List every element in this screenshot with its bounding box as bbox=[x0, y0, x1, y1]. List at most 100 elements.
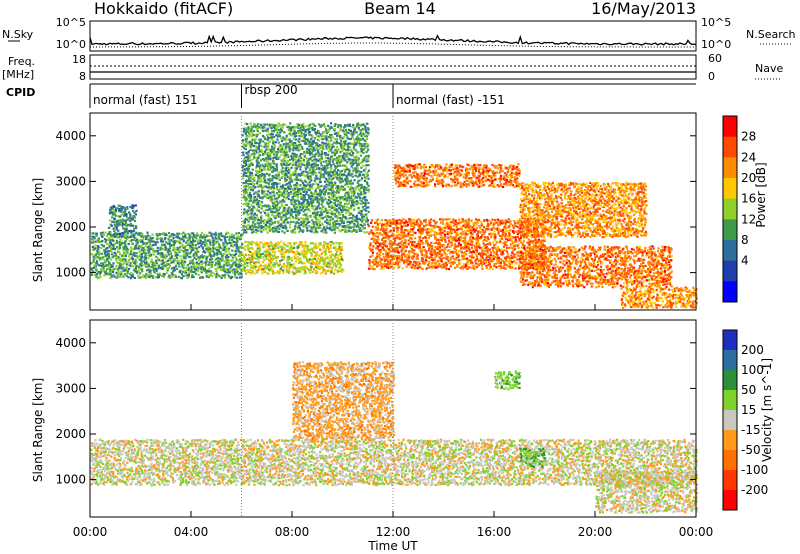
heatmap-cell bbox=[339, 263, 343, 266]
heatmap-cell bbox=[365, 175, 368, 178]
heatmap-cell bbox=[120, 265, 123, 268]
heatmap-cell bbox=[132, 215, 135, 218]
heatmap-cell bbox=[363, 142, 366, 145]
heatmap-cell bbox=[117, 250, 120, 253]
heatmap-cell bbox=[239, 238, 242, 241]
heatmap-cell bbox=[251, 221, 255, 224]
heatmap-cell bbox=[248, 227, 251, 230]
heatmap-cell bbox=[144, 277, 147, 280]
heatmap-cell bbox=[430, 228, 433, 232]
heatmap-cell bbox=[366, 122, 369, 125]
heatmap-cell bbox=[328, 170, 331, 173]
heatmap-cell bbox=[126, 235, 129, 238]
heatmap-cell bbox=[150, 253, 153, 256]
heatmap-cell bbox=[251, 168, 254, 171]
heatmap-cell bbox=[385, 255, 388, 258]
heatmap-cell bbox=[304, 240, 307, 244]
heatmap-cell bbox=[248, 193, 251, 196]
heatmap-cell bbox=[264, 263, 267, 266]
heatmap-cell bbox=[250, 195, 253, 198]
heatmap-cell bbox=[331, 185, 334, 188]
heatmap-cell bbox=[254, 199, 257, 202]
heatmap-cell bbox=[260, 214, 263, 218]
heatmap-cell bbox=[126, 261, 129, 264]
heatmap-cell bbox=[140, 255, 144, 258]
heatmap-cell bbox=[179, 246, 182, 249]
heatmap-cell bbox=[308, 178, 311, 181]
heatmap-cell bbox=[249, 247, 252, 250]
heatmap-cell bbox=[420, 222, 424, 225]
heatmap-cell bbox=[125, 245, 128, 248]
heatmap-cell bbox=[203, 238, 207, 241]
heatmap-cell bbox=[281, 199, 285, 202]
heatmap-cell bbox=[255, 252, 259, 255]
heatmap-cell bbox=[190, 265, 193, 268]
heatmap-cell bbox=[220, 253, 223, 256]
heatmap-cell bbox=[317, 131, 321, 135]
heatmap-cell bbox=[188, 270, 191, 273]
heatmap-cell bbox=[243, 228, 246, 232]
heatmap-cell bbox=[250, 252, 253, 255]
heatmap-cell bbox=[363, 156, 366, 159]
heatmap-cell bbox=[346, 161, 349, 164]
heatmap-cell bbox=[315, 271, 319, 274]
heatmap-cell bbox=[271, 138, 274, 141]
heatmap-cell bbox=[144, 261, 147, 265]
heatmap-cell bbox=[318, 147, 321, 150]
heatmap-cell bbox=[363, 231, 366, 234]
heatmap-cell bbox=[335, 137, 338, 140]
heatmap-cell bbox=[354, 188, 357, 191]
heatmap-cell bbox=[252, 205, 255, 208]
heatmap-cell bbox=[151, 248, 154, 251]
heatmap-cell bbox=[119, 215, 122, 218]
heatmap-cell bbox=[128, 264, 131, 267]
heatmap-cell bbox=[219, 246, 222, 249]
heatmap-cell bbox=[280, 169, 283, 172]
heatmap-cell bbox=[345, 168, 348, 171]
heatmap-cell bbox=[157, 252, 160, 255]
heatmap-cell bbox=[354, 195, 357, 198]
heatmap-cell bbox=[250, 135, 253, 138]
heatmap-cell bbox=[394, 250, 397, 253]
heatmap-cell bbox=[406, 258, 409, 261]
heatmap-cell bbox=[92, 256, 95, 259]
heatmap-cell bbox=[222, 268, 225, 271]
heatmap-cell bbox=[166, 267, 169, 270]
heatmap-cell bbox=[195, 250, 198, 253]
heatmap-cell bbox=[318, 194, 322, 197]
heatmap-cell bbox=[312, 162, 315, 165]
heatmap-cell bbox=[257, 179, 260, 182]
heatmap-cell bbox=[340, 270, 344, 273]
heatmap-cell bbox=[371, 265, 374, 268]
heatmap-cell bbox=[327, 247, 330, 250]
heatmap-cell bbox=[255, 151, 258, 154]
heatmap-cell bbox=[342, 207, 345, 210]
heatmap-cell bbox=[115, 276, 118, 279]
heatmap-cell bbox=[295, 203, 298, 206]
heatmap-cell bbox=[175, 265, 178, 268]
heatmap-cell bbox=[256, 198, 259, 201]
heatmap-cell bbox=[275, 228, 278, 231]
heatmap-cell bbox=[332, 264, 336, 267]
heatmap-cell bbox=[273, 149, 276, 152]
heatmap-cell bbox=[296, 160, 299, 163]
heatmap-cell bbox=[324, 242, 327, 245]
heatmap-cell bbox=[266, 138, 270, 141]
heatmap-cell bbox=[254, 263, 257, 266]
heatmap-cell bbox=[311, 242, 315, 245]
heatmap-cell bbox=[340, 177, 343, 180]
heatmap-cell bbox=[247, 154, 250, 157]
heatmap-cell bbox=[267, 209, 270, 212]
heatmap-cell bbox=[262, 222, 266, 225]
heatmap-cell bbox=[259, 221, 262, 224]
heatmap-cell bbox=[285, 228, 288, 231]
heatmap-cell bbox=[130, 224, 133, 227]
heatmap-cell bbox=[242, 196, 245, 199]
heatmap-cell bbox=[133, 216, 136, 219]
heatmap-cell bbox=[283, 200, 286, 203]
heatmap-cell bbox=[247, 127, 250, 130]
heatmap-cell bbox=[270, 217, 273, 221]
heatmap-cell bbox=[119, 243, 122, 246]
heatmap-cell bbox=[261, 196, 264, 199]
heatmap-cell bbox=[411, 234, 414, 237]
